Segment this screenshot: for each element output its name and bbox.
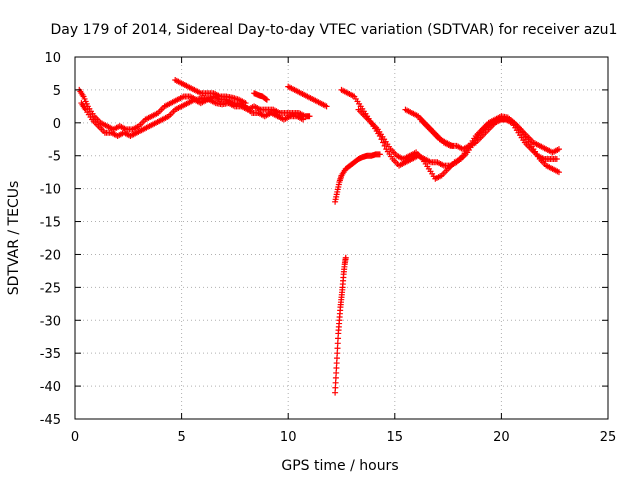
series-track-a — [76, 86, 313, 133]
data-point — [242, 100, 249, 107]
y-tick-label: -45 — [40, 413, 61, 428]
data-series — [76, 77, 562, 396]
data-point — [342, 254, 349, 261]
y-tick-label: -30 — [40, 314, 61, 329]
x-tick-label: 25 — [600, 430, 617, 445]
series-track-i — [417, 116, 456, 149]
data-point — [323, 103, 330, 110]
y-axis-label: SDTVAR / TECUs — [6, 181, 22, 296]
series-track-b — [78, 93, 307, 139]
x-tick-label: 0 — [71, 430, 79, 445]
x-tick-label: 20 — [493, 430, 510, 445]
data-point — [380, 139, 387, 146]
plot-frame — [74, 56, 609, 420]
series-track-c — [172, 77, 249, 107]
x-axis-label: GPS time / hours — [281, 458, 398, 474]
y-tick-label: -35 — [40, 347, 61, 362]
x-tick-label: 5 — [177, 430, 185, 445]
series-track-h — [402, 106, 562, 156]
y-tick-label: 0 — [53, 117, 61, 132]
data-point — [263, 96, 270, 103]
data-point — [300, 116, 307, 123]
data-point — [262, 95, 269, 102]
y-tick-label: -25 — [40, 281, 61, 296]
series-track-d — [251, 90, 270, 103]
x-tick-label: 10 — [280, 430, 297, 445]
series-track-k — [332, 254, 349, 396]
series-track-f — [338, 86, 562, 176]
axis-ticks: 0 5 10 15 20 25 10 5 0 -5 -10 -15 -20 -25 -30 -35 -40 -45 — [40, 51, 617, 445]
y-tick-label: -15 — [40, 216, 61, 231]
data-point — [376, 151, 383, 158]
data-point — [553, 156, 560, 163]
grid — [75, 57, 608, 419]
data-point — [449, 142, 456, 149]
data-point — [555, 146, 562, 153]
data-point — [306, 113, 313, 120]
y-tick-label: -5 — [48, 150, 61, 165]
y-tick-label: -20 — [40, 248, 61, 263]
series-track-e — [285, 83, 330, 110]
series-track-j — [332, 151, 383, 205]
x-tick-label: 15 — [387, 430, 404, 445]
y-tick-label: -10 — [40, 183, 61, 198]
chart-title: Day 179 of 2014, Sidereal Day-to-day VTE… — [51, 22, 618, 38]
y-tick-label: 10 — [44, 51, 61, 66]
data-point — [555, 169, 562, 176]
y-tick-label: 5 — [53, 84, 61, 99]
y-tick-label: -40 — [40, 380, 61, 395]
